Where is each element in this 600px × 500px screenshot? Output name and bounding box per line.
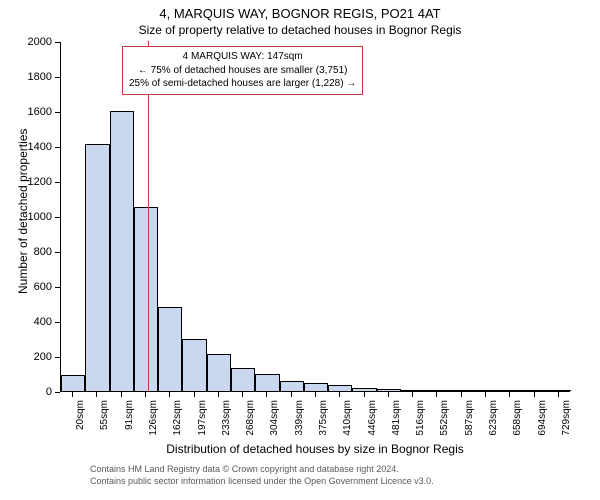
- histogram-bar: [474, 390, 498, 391]
- x-tick-mark: [145, 392, 146, 397]
- x-tick-mark: [266, 392, 267, 397]
- y-tick-mark: [55, 182, 60, 183]
- x-tick-mark: [339, 392, 340, 397]
- y-tick-label: 0: [20, 386, 52, 398]
- x-tick-label: 446sqm: [367, 400, 378, 436]
- x-tick-label: 304sqm: [269, 400, 280, 436]
- y-tick-mark: [55, 322, 60, 323]
- x-tick-mark: [315, 392, 316, 397]
- y-tick-label: 800: [20, 246, 52, 258]
- chart-title-main: 4, MARQUIS WAY, BOGNOR REGIS, PO21 4AT: [0, 0, 600, 21]
- histogram-bar: [547, 390, 571, 391]
- x-tick-label: 339sqm: [294, 400, 305, 436]
- x-tick-label: 126sqm: [148, 400, 159, 436]
- histogram-bar: [498, 390, 522, 391]
- y-tick-label: 2000: [20, 36, 52, 48]
- y-tick-mark: [55, 112, 60, 113]
- x-tick-mark: [242, 392, 243, 397]
- annotation-line: ← 75% of detached houses are smaller (3,…: [129, 64, 356, 78]
- x-tick-mark: [364, 392, 365, 397]
- y-tick-mark: [55, 357, 60, 358]
- x-tick-label: 268sqm: [245, 400, 256, 436]
- x-tick-label: 375sqm: [318, 400, 329, 436]
- x-tick-label: 587sqm: [464, 400, 475, 436]
- chart-plot-area: [60, 42, 570, 392]
- y-tick-label: 200: [20, 351, 52, 363]
- x-tick-mark: [218, 392, 219, 397]
- histogram-bar: [61, 375, 85, 391]
- histogram-bar: [134, 207, 158, 391]
- x-tick-label: 729sqm: [561, 400, 572, 436]
- histogram-bar: [158, 307, 182, 391]
- y-tick-label: 1400: [20, 141, 52, 153]
- y-tick-mark: [55, 252, 60, 253]
- histogram-bar: [401, 390, 425, 391]
- histogram-bar: [352, 388, 376, 392]
- x-tick-mark: [72, 392, 73, 397]
- x-tick-label: 552sqm: [439, 400, 450, 436]
- x-axis-label: Distribution of detached houses by size …: [60, 442, 570, 456]
- x-tick-label: 694sqm: [537, 400, 548, 436]
- footer-line-1: Contains HM Land Registry data © Crown c…: [90, 464, 434, 476]
- x-tick-mark: [412, 392, 413, 397]
- x-tick-mark: [485, 392, 486, 397]
- x-tick-mark: [121, 392, 122, 397]
- footer-line-2: Contains public sector information licen…: [90, 476, 434, 488]
- annotation-box: 4 MARQUIS WAY: 147sqm← 75% of detached h…: [122, 46, 363, 95]
- x-tick-mark: [194, 392, 195, 397]
- y-tick-label: 1600: [20, 106, 52, 118]
- histogram-bar: [255, 374, 279, 391]
- attribution-footer: Contains HM Land Registry data © Crown c…: [90, 464, 434, 487]
- x-tick-mark: [558, 392, 559, 397]
- x-tick-mark: [388, 392, 389, 397]
- x-tick-mark: [169, 392, 170, 397]
- y-tick-mark: [55, 217, 60, 218]
- x-tick-label: 481sqm: [391, 400, 402, 436]
- y-tick-mark: [55, 77, 60, 78]
- x-tick-mark: [291, 392, 292, 397]
- histogram-bar: [110, 111, 134, 391]
- histogram-bar: [522, 390, 546, 391]
- y-tick-label: 600: [20, 281, 52, 293]
- x-tick-mark: [461, 392, 462, 397]
- x-tick-label: 516sqm: [415, 400, 426, 436]
- annotation-line: 4 MARQUIS WAY: 147sqm: [129, 50, 356, 64]
- x-tick-label: 410sqm: [342, 400, 353, 436]
- y-tick-mark: [55, 392, 60, 393]
- histogram-bar: [328, 385, 352, 391]
- x-tick-label: 20sqm: [75, 400, 86, 430]
- histogram-bar: [377, 389, 401, 391]
- histogram-bar: [280, 381, 304, 392]
- annotation-line: 25% of semi-detached houses are larger (…: [129, 77, 356, 91]
- x-tick-label: 162sqm: [172, 400, 183, 436]
- histogram-bar: [450, 390, 474, 391]
- x-tick-label: 233sqm: [221, 400, 232, 436]
- chart-title-sub: Size of property relative to detached ho…: [0, 21, 600, 37]
- x-tick-label: 197sqm: [197, 400, 208, 436]
- x-tick-mark: [436, 392, 437, 397]
- x-tick-mark: [534, 392, 535, 397]
- y-tick-label: 1200: [20, 176, 52, 188]
- histogram-bar: [207, 354, 231, 391]
- x-tick-mark: [509, 392, 510, 397]
- histogram-bar: [231, 368, 255, 391]
- x-tick-label: 91sqm: [124, 400, 135, 430]
- histogram-bar: [425, 390, 449, 391]
- y-tick-mark: [55, 287, 60, 288]
- y-tick-label: 1800: [20, 71, 52, 83]
- y-tick-label: 1000: [20, 211, 52, 223]
- histogram-bar: [182, 339, 206, 392]
- x-tick-label: 623sqm: [488, 400, 499, 436]
- y-tick-mark: [55, 147, 60, 148]
- y-tick-mark: [55, 42, 60, 43]
- x-tick-mark: [96, 392, 97, 397]
- histogram-bar: [85, 144, 109, 391]
- y-tick-label: 400: [20, 316, 52, 328]
- histogram-bar: [304, 383, 328, 391]
- x-tick-label: 658sqm: [512, 400, 523, 436]
- x-tick-label: 55sqm: [99, 400, 110, 430]
